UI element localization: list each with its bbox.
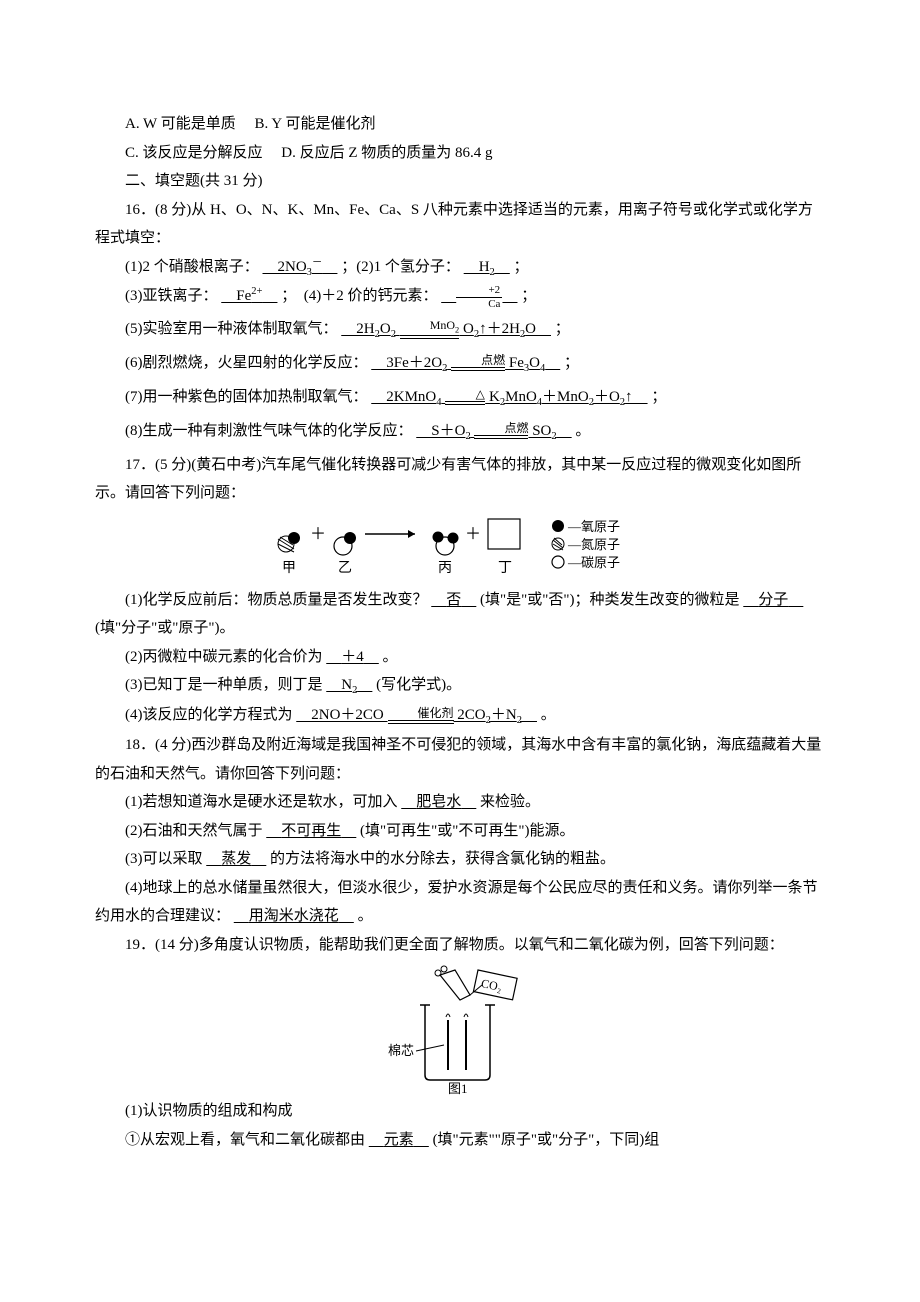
q18-1: (1)若想知道海水是硬水还是软水，可加入 肥皂水 来检验。 [95, 788, 825, 817]
q19-1-head: (1)认识物质的组成和构成 [95, 1097, 825, 1126]
q16-line6: (6)剧烈燃烧，火星四射的化学反应： 3Fe＋2O2 点燃 Fe3O4 ； [95, 349, 825, 379]
q18-4: (4)地球上的总水储量虽然很大，但淡水很少，爱护水资源是每个公民应尽的责任和义务… [95, 874, 825, 931]
ans-17-3: N2 [326, 677, 372, 693]
svg-text:棉芯: 棉芯 [388, 1043, 414, 1058]
option-a: A. W 可能是单质 [125, 116, 236, 132]
q17-1: (1)化学反应前后：物质总质量是否发生改变？ 否 (填"是"或"否")；种类发生… [95, 586, 825, 643]
option-d: D. 反应后 Z 物质的质量为 86.4 g [281, 145, 492, 161]
svg-text:丁: 丁 [498, 561, 512, 576]
svg-text:＋: ＋ [465, 526, 481, 543]
ans-16-3: Fe2+ [221, 288, 277, 304]
q17-diagram: ＋ ＋ —氧原子 —氮原子 [95, 514, 825, 584]
q19-stem: 19．(14 分)多角度认识物质，能帮助我们更全面了解物质。以氧气和二氧化碳为例… [95, 931, 825, 960]
worksheet-page: A. W 可能是单质 B. Y 可能是催化剂 C. 该反应是分解反应 D. 反应… [0, 0, 920, 1302]
svg-text:＋: ＋ [310, 526, 326, 543]
ans-16-8: S＋O2 点燃 SO2 [416, 423, 571, 439]
q16-line1: (1)2 个硝酸根离子： 2NO3－ ；(2)1 个氢分子： H2 ； [95, 253, 825, 283]
ans-19-1-1: 元素 [369, 1132, 429, 1148]
svg-text:乙: 乙 [338, 560, 352, 576]
q19-1-1: ①从宏观上看，氧气和二氧化碳都由 元素 (填"元素""原子"或"分子"，下同)组 [95, 1126, 825, 1155]
q17-stem: 17．(5 分)(黄石中考)汽车尾气催化转换器可减少有害气体的排放，其中某一反应… [95, 451, 825, 508]
ans-17-1b: 分子 [743, 592, 803, 608]
q16-line2: (3)亚铁离子： Fe2+ ； (4)＋2 价的钙元素： +2Ca ； [95, 282, 825, 311]
option-line-cd: C. 该反应是分解反应 D. 反应后 Z 物质的质量为 86.4 g [95, 139, 825, 168]
q16-stem: 16．(8 分)从 H、O、N、K、Mn、Fe、Ca、S 八种元素中选择适当的元… [95, 196, 825, 253]
reaction-diagram-svg: ＋ ＋ —氧原子 —氮原子 [250, 514, 670, 584]
q16-line5: (5)实验室用一种液体制取氧气： 2H2O2 MnO2 O2↑＋2H2O ； [95, 315, 825, 345]
svg-text:丙: 丙 [438, 561, 452, 576]
q18-3: (3)可以采取 蒸发 的方法将海水中的水分除去，获得含氯化钠的粗盐。 [95, 845, 825, 874]
q16-line8: (8)生成一种有刺激性气味气体的化学反应： S＋O2 点燃 SO2 。 [95, 417, 825, 447]
q16-line7: (7)用一种紫色的固体加热制取氧气： 2KMnO4 △ K2MnO4＋MnO2＋… [95, 383, 825, 413]
section-2-heading: 二、填空题(共 31 分) [95, 167, 825, 196]
q17-4: (4)该反应的化学方程式为 2NO＋2CO 催化剂 2CO2＋N2 。 [95, 701, 825, 731]
option-b: B. Y 可能是催化剂 [254, 116, 375, 132]
q18-stem: 18．(4 分)西沙群岛及附近海域是我国神圣不可侵犯的领域，其海水中含有丰富的氯… [95, 731, 825, 788]
svg-text:—碳原子: —碳原子 [567, 555, 620, 570]
q18-2: (2)石油和天然气属于 不可再生 (填"可再生"或"不可再生")能源。 [95, 817, 825, 846]
q17-3: (3)已知丁是一种单质，则丁是 N2 (写化学式)。 [95, 671, 825, 701]
svg-text:—氮原子: —氮原子 [567, 537, 620, 552]
ans-18-4: 用淘米水浇花 [234, 908, 354, 924]
ans-17-1a: 否 [431, 592, 476, 608]
ans-17-4: 2NO＋2CO 催化剂 2CO2＋N2 [296, 707, 537, 723]
ans-16-7: 2KMnO4 △ K2MnO4＋MnO2＋O2↑ [371, 389, 647, 405]
svg-text:甲: 甲 [282, 561, 296, 576]
ans-16-5: 2H2O2 MnO2 O2↑＋2H2O [341, 321, 551, 337]
option-line-ab: A. W 可能是单质 B. Y 可能是催化剂 [95, 110, 825, 139]
ans-18-2: 不可再生 [266, 823, 356, 839]
ans-18-1: 肥皂水 [401, 794, 476, 810]
ans-16-4: +2Ca [441, 288, 517, 304]
ans-18-3: 蒸发 [206, 851, 266, 867]
q17-2: (2)丙微粒中碳元素的化合价为 ＋4 。 [95, 643, 825, 672]
beaker-diagram-svg: 棉芯 CO₂ 图1 [370, 965, 550, 1095]
option-c: C. 该反应是分解反应 [125, 145, 263, 161]
ans-16-1: 2NO3－ [263, 259, 338, 275]
ans-16-2: H2 [464, 259, 510, 275]
svg-text:图1: 图1 [448, 1081, 468, 1095]
ans-16-6: 3Fe＋2O2 点燃 Fe3O4 [371, 355, 560, 371]
ans-17-2: ＋4 [326, 649, 379, 665]
svg-text:—氧原子: —氧原子 [567, 519, 620, 534]
q19-diagram: 棉芯 CO₂ 图1 [95, 965, 825, 1095]
